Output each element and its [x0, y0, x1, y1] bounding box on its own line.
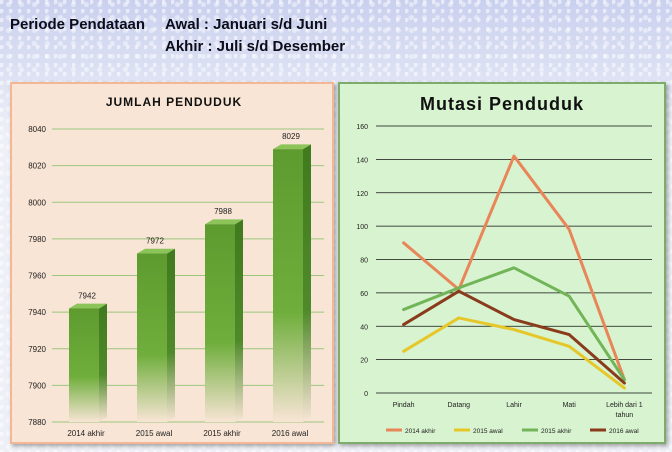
- bar-top: [205, 219, 243, 225]
- bar-category-label: 2015 akhir: [203, 429, 241, 438]
- bar: [205, 224, 235, 422]
- bar-side: [235, 219, 243, 422]
- line-y-tick-label: 60: [360, 291, 368, 298]
- line-y-tick-label: 0: [364, 391, 368, 398]
- period-label: Periode Pendataan: [10, 16, 146, 33]
- line-y-tick-label: 40: [360, 324, 368, 331]
- bar-y-tick-label: 7960: [28, 272, 46, 281]
- line-category-label: Datang: [448, 402, 471, 409]
- bar-top: [137, 248, 175, 254]
- mutation-line-chart: Mutasi Penduduk 0 20 40 60 80 100 120 140 160 Pin…: [356, 94, 652, 435]
- bar-chart-title: JUMLAH PENDUDUK: [106, 95, 242, 109]
- bar-y-tick-label: 8020: [28, 162, 46, 171]
- line-category-label: Lebih dari 1: [606, 402, 643, 409]
- bar-side: [167, 248, 175, 422]
- line-y-tick-label: 140: [356, 157, 368, 164]
- legend-label: 2014 akhir: [405, 428, 436, 435]
- line-y-tick-label: 80: [360, 258, 368, 265]
- bar-category-label: 2016 awal: [272, 429, 309, 438]
- period-awal: Awal : Januari s/d Juni: [165, 16, 328, 33]
- bar-y-tick-label: 7900: [28, 381, 46, 390]
- bar: [69, 308, 99, 422]
- line-y-tick-label: 20: [360, 358, 368, 365]
- bar-value-label: 7972: [146, 237, 164, 246]
- mutation-chart-panel: Mutasi Penduduk 0 20 40 60 80 100 120 140 160 Pin…: [338, 82, 666, 444]
- bar-value-label: 8029: [282, 132, 300, 141]
- bar-category-label: 2014 akhir: [67, 429, 105, 438]
- bar-y-tick-label: 8040: [28, 125, 46, 134]
- bar: [273, 149, 303, 423]
- line-y-tick-label: 160: [356, 124, 368, 131]
- line-y-tick-label: 100: [356, 224, 368, 231]
- line-category-label: Lahir: [506, 402, 522, 409]
- line-category-label: Pindah: [393, 402, 415, 409]
- line-y-tick-label: 120: [356, 191, 368, 198]
- series-line: [402, 266, 626, 382]
- bar-y-tick-label: 7980: [28, 235, 46, 244]
- bar-y-tick-label: 7880: [28, 418, 46, 427]
- line-category-label: tahun: [616, 412, 634, 419]
- line-category-label: Mati: [563, 402, 577, 409]
- bar: [137, 253, 167, 422]
- legend-label: 2016 awal: [609, 428, 639, 435]
- bar-value-label: 7942: [78, 291, 96, 300]
- series-line: [402, 316, 626, 390]
- bar-top: [69, 303, 107, 309]
- bar-side: [99, 303, 107, 422]
- population-chart-panel: JUMLAH PENDUDUK 7880 7900 7920 7940 7960 7980…: [10, 82, 334, 444]
- legend-label: 2015 awal: [473, 428, 503, 435]
- line-chart-title: Mutasi Penduduk: [420, 94, 584, 114]
- period-akhir: Akhir : Juli s/d Desember: [165, 38, 346, 55]
- bar-top: [273, 144, 311, 150]
- series-line: [402, 154, 626, 382]
- bar-category-label: 2015 awal: [136, 429, 173, 438]
- legend-label: 2015 akhir: [541, 428, 572, 435]
- population-bar-chart: JUMLAH PENDUDUK 7880 7900 7920 7940 7960 7980…: [28, 95, 324, 438]
- series-line: [402, 289, 626, 385]
- bar-y-tick-label: 7920: [28, 345, 46, 354]
- bar-y-tick-label: 7940: [28, 308, 46, 317]
- bar-value-label: 7988: [214, 207, 232, 216]
- bar-side: [303, 144, 311, 422]
- bar-y-tick-label: 8000: [28, 198, 46, 207]
